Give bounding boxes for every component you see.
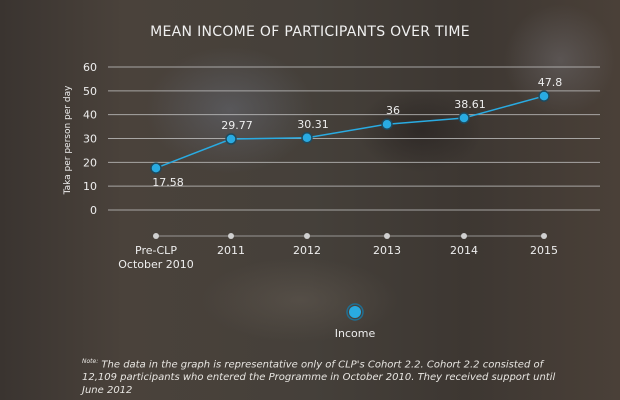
x-tick-label: 2013: [373, 244, 401, 257]
legend-label: Income: [335, 327, 376, 340]
x-axis-dot: [153, 233, 159, 239]
note-text: The data in the graph is representative …: [82, 359, 556, 397]
chart-title: MEAN INCOME OF PARTICIPANTS OVER TIME: [150, 24, 470, 40]
footnote: Note: The data in the graph is represent…: [82, 355, 562, 397]
legend-marker: [349, 306, 361, 318]
y-tick-label: 30: [83, 133, 97, 146]
data-label: 38.61: [454, 98, 486, 111]
x-tick-label: 2015: [530, 244, 558, 257]
x-tick-label: 2014: [450, 244, 478, 257]
y-tick-label: 60: [83, 61, 97, 74]
data-label: 17.58: [152, 176, 184, 189]
legend-marker-ring: [346, 303, 364, 321]
data-label: 29.77: [221, 119, 253, 132]
x-tick-label: 2012: [293, 244, 321, 257]
y-tick-label: 10: [83, 180, 97, 193]
data-point: [538, 90, 550, 102]
y-tick-label: 40: [83, 109, 97, 122]
data-label: 47.8: [538, 76, 563, 89]
data-point: [381, 118, 393, 130]
y-tick-label: 0: [90, 204, 97, 217]
x-axis-dot: [228, 233, 234, 239]
data-point: [458, 112, 470, 124]
note-prefix: Note:: [82, 358, 99, 365]
data-point: [150, 162, 162, 174]
y-axis-label: Taka per person per day: [63, 85, 73, 196]
data-point: [301, 132, 313, 144]
series-line-income: [155, 95, 545, 169]
data-label: 30.31: [297, 118, 329, 131]
x-axis-dot: [461, 233, 467, 239]
y-tick-label: 50: [83, 85, 97, 98]
y-tick-label: 20: [83, 156, 97, 169]
data-point: [225, 133, 237, 145]
data-label: 36: [386, 104, 400, 117]
x-axis-dot: [541, 233, 547, 239]
x-axis-dot: [304, 233, 310, 239]
x-axis-dot: [384, 233, 390, 239]
x-tick-label: 2011: [217, 244, 245, 257]
x-tick-label: Pre-CLP October 2010: [118, 244, 194, 271]
